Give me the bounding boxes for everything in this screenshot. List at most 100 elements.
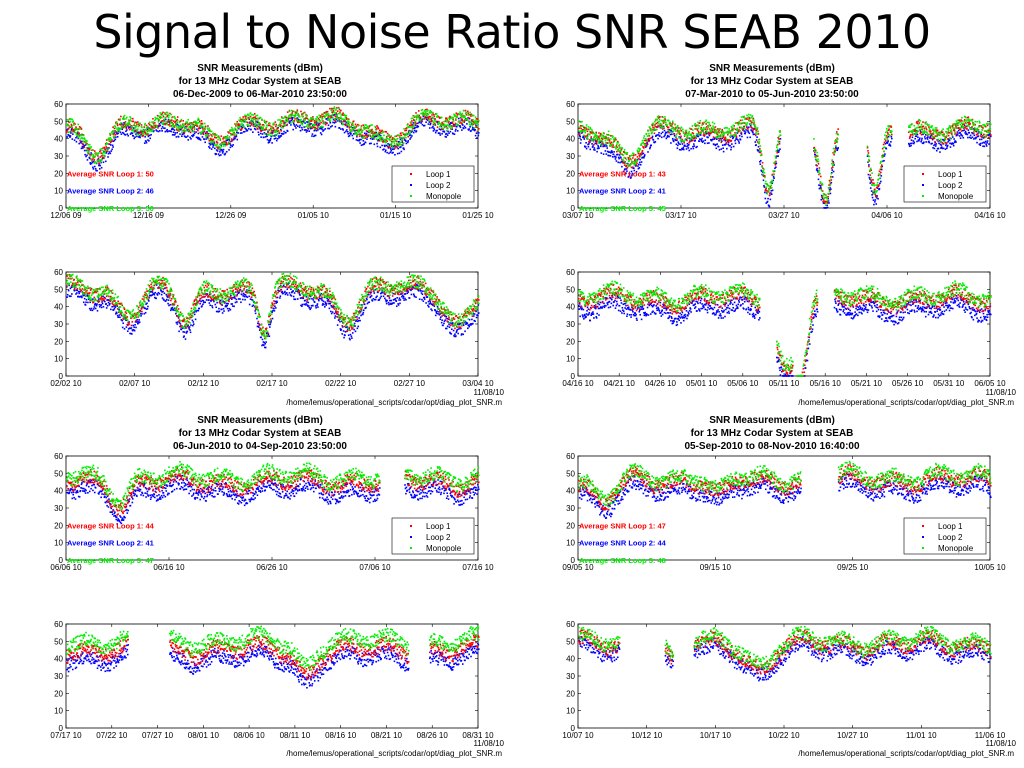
data-point	[383, 291, 386, 293]
data-point	[449, 125, 452, 127]
data-point	[345, 326, 347, 329]
data-point	[384, 150, 387, 153]
data-point	[225, 143, 227, 146]
data-point	[297, 114, 300, 116]
data-point	[110, 299, 113, 301]
data-point	[351, 124, 353, 126]
data-point	[200, 126, 202, 128]
data-point	[100, 306, 103, 309]
data-point	[427, 113, 430, 116]
data-point	[418, 298, 421, 301]
data-point	[201, 123, 204, 126]
data-point	[238, 119, 240, 121]
data-point	[442, 314, 445, 316]
data-point	[468, 113, 471, 116]
data-point	[228, 139, 231, 141]
data-point	[215, 295, 218, 298]
data-point	[94, 289, 97, 292]
data-point	[332, 306, 334, 308]
data-point	[137, 312, 139, 315]
data-point	[75, 276, 78, 279]
data-point	[425, 121, 427, 123]
data-point	[225, 297, 228, 299]
data-point	[118, 306, 121, 308]
data-point	[441, 127, 444, 129]
data-point	[257, 325, 260, 328]
data-point	[74, 123, 76, 125]
data-point	[376, 125, 378, 127]
data-point	[427, 123, 430, 125]
data-point	[280, 128, 282, 131]
data-point	[395, 144, 398, 147]
data-point	[302, 288, 305, 291]
data-point	[306, 125, 308, 127]
data-point	[169, 292, 172, 295]
data-point	[148, 292, 151, 295]
data-point	[344, 120, 346, 123]
data-point	[289, 294, 292, 296]
data-point	[433, 121, 435, 124]
data-point	[120, 303, 123, 305]
data-point	[319, 297, 322, 300]
data-point	[128, 327, 131, 329]
data-point	[268, 315, 271, 317]
data-point	[422, 290, 424, 293]
data-point	[197, 292, 200, 295]
data-point	[235, 282, 237, 285]
data-point	[304, 118, 306, 121]
data-point	[83, 137, 86, 139]
data-point	[116, 130, 119, 133]
data-point	[94, 297, 97, 300]
data-point	[307, 127, 309, 129]
data-point	[297, 119, 300, 121]
data-point	[168, 304, 170, 307]
data-point	[254, 122, 256, 125]
data-point	[104, 297, 107, 300]
data-point	[356, 129, 359, 131]
data-point	[294, 298, 297, 301]
data-point	[407, 131, 410, 133]
data-point	[367, 301, 370, 304]
data-point	[119, 118, 121, 120]
data-point	[413, 123, 416, 125]
data-point	[105, 152, 108, 154]
data-point	[152, 284, 155, 287]
data-point	[229, 290, 232, 292]
data-point	[347, 122, 349, 125]
data-point	[273, 122, 275, 125]
data-point	[164, 113, 167, 116]
data-point	[172, 120, 175, 122]
data-point	[199, 288, 201, 291]
data-point	[79, 290, 81, 293]
data-point	[252, 118, 255, 120]
data-point	[384, 149, 387, 152]
data-point	[401, 295, 403, 298]
data-point	[403, 127, 405, 130]
data-point	[250, 128, 252, 131]
data-point	[189, 316, 191, 319]
data-point	[231, 139, 234, 141]
data-point	[172, 131, 175, 134]
monopole-series	[66, 272, 480, 340]
data-point	[229, 140, 232, 143]
data-point	[157, 117, 159, 120]
data-point	[130, 324, 133, 327]
data-point	[89, 155, 91, 157]
data-point	[148, 122, 150, 125]
data-point	[78, 142, 80, 145]
data-point	[196, 296, 199, 298]
data-point	[97, 301, 100, 303]
data-point	[201, 288, 203, 291]
data-point	[321, 304, 324, 306]
data-point	[453, 133, 456, 135]
data-point	[339, 111, 341, 113]
data-point	[445, 317, 448, 319]
data-point	[335, 121, 337, 123]
data-point	[139, 300, 142, 302]
data-point	[446, 134, 449, 136]
data-point	[197, 119, 199, 121]
data-point	[143, 296, 146, 299]
data-point	[390, 144, 392, 146]
data-point	[455, 128, 457, 131]
data-point	[453, 335, 456, 338]
